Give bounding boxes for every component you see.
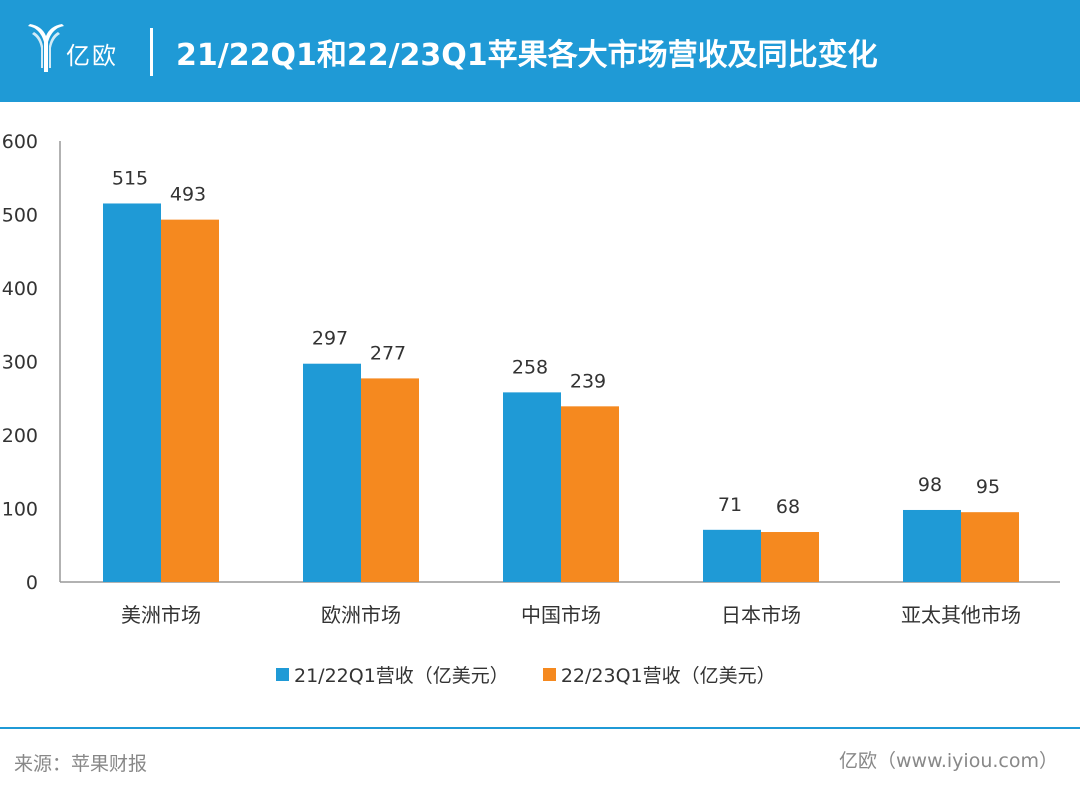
y-tick-label: 200 (2, 425, 38, 447)
x-tick-label: 美洲市场 (121, 603, 201, 627)
header-divider (150, 28, 153, 76)
data-labels: 515 493 297 277 258 239 71 68 98 95 (112, 167, 1000, 518)
data-label: 493 (170, 184, 206, 206)
y-tick-label: 400 (2, 278, 38, 300)
brand-logo-text: 亿欧 (66, 42, 118, 70)
bar (361, 378, 419, 582)
data-label: 71 (718, 494, 742, 516)
brand-logo: 亿欧 (26, 22, 136, 78)
source-note: 来源：苹果财报 (14, 753, 148, 775)
brand-logo-mark-icon (28, 24, 64, 72)
bar (761, 532, 819, 582)
bar (561, 406, 619, 582)
data-label: 277 (370, 342, 406, 364)
legend-swatch-series-1 (276, 667, 289, 681)
x-tick-label: 亚太其他市场 (901, 603, 1021, 627)
brand-website: 亿欧（www.iyiou.com） (838, 750, 1058, 772)
legend-swatch-series-2 (542, 667, 556, 681)
y-tick-label: 300 (2, 352, 38, 374)
bar (103, 203, 161, 582)
page-title: 21/22Q1和22/23Q1苹果各大市场营收及同比变化 (176, 38, 878, 73)
bar (303, 363, 361, 582)
legend-label-series-1: 21/22Q1营收（亿美元） (294, 664, 509, 687)
bar (903, 509, 961, 582)
header-banner: 亿欧 21/22Q1和22/23Q1苹果各大市场营收及同比变化 (0, 0, 1080, 102)
footer-divider (0, 727, 1080, 729)
data-label: 68 (776, 496, 800, 518)
bar (161, 219, 219, 582)
data-label: 239 (570, 370, 606, 392)
y-tick-label: 500 (2, 205, 38, 227)
y-axis: 0 100 200 300 400 500 600 (2, 131, 61, 594)
bar (703, 529, 761, 582)
x-tick-label: 欧洲市场 (321, 603, 401, 627)
bars (103, 203, 1019, 582)
x-axis: 美洲市场 欧洲市场 中国市场 日本市场 亚太其他市场 (60, 581, 1060, 627)
x-tick-label: 中国市场 (521, 603, 601, 627)
bar (961, 512, 1019, 582)
legend-label-series-2: 22/23Q1营收（亿美元） (560, 664, 776, 687)
legend-item-series-1: 21/22Q1营收（亿美元） (276, 661, 509, 688)
chart-legend: 21/22Q1营收（亿美元） 22/23Q1营收（亿美元） (276, 661, 810, 688)
y-tick-label: 600 (2, 131, 38, 153)
data-label: 98 (918, 474, 942, 496)
legend-item-series-2: 22/23Q1营收（亿美元） (542, 661, 776, 688)
data-label: 515 (112, 167, 148, 189)
bar-chart: 0 100 200 300 400 500 600 美洲市场 欧洲市场 中国市场 日本市场 亚太其他… (2, 131, 1060, 627)
data-label: 297 (312, 328, 348, 350)
data-label: 258 (512, 356, 548, 378)
x-tick-label: 日本市场 (721, 603, 801, 627)
y-tick-label: 0 (26, 572, 38, 594)
y-tick-label: 100 (2, 499, 38, 521)
data-label: 95 (976, 476, 1000, 498)
bar (503, 392, 561, 582)
